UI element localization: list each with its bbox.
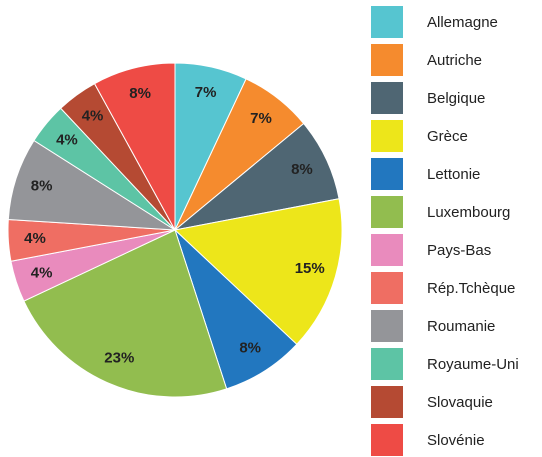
legend-label: Autriche (427, 52, 482, 69)
legend-label: Allemagne (427, 14, 498, 31)
data-label: 23% (104, 350, 134, 367)
legend-label: Lettonie (427, 166, 480, 183)
legend-swatch (371, 6, 403, 38)
data-label: 15% (295, 260, 325, 277)
legend-swatch (371, 348, 403, 380)
legend-label: Slovaquie (427, 394, 493, 411)
legend-label: Luxembourg (427, 204, 510, 221)
legend-swatch (371, 44, 403, 76)
legend-label: Royaume-Uni (427, 356, 519, 373)
pie-slice (93, 62, 176, 231)
data-label: 4% (31, 264, 53, 281)
legend-swatch (371, 310, 403, 342)
legend-label: Grèce (427, 128, 468, 145)
legend-label: Rép.Tchèque (427, 280, 515, 297)
legend-swatch (371, 120, 403, 152)
data-label: 8% (129, 85, 151, 102)
data-label: 7% (195, 84, 217, 101)
data-label: 4% (82, 107, 104, 124)
legend-swatch (371, 272, 403, 304)
data-label: 4% (56, 132, 78, 149)
pie-slice (23, 229, 228, 398)
legend-swatch (371, 424, 403, 456)
legend-label: Slovénie (427, 432, 485, 449)
legend-swatch (371, 82, 403, 114)
data-label: 7% (250, 110, 272, 127)
data-label: 8% (31, 178, 53, 195)
legend-label: Belgique (427, 90, 485, 107)
legend-label: Roumanie (427, 318, 495, 335)
data-label: 8% (291, 161, 313, 178)
legend-swatch (371, 386, 403, 418)
data-label: 8% (239, 339, 261, 356)
legend-label: Pays-Bas (427, 242, 491, 259)
legend-swatch (371, 234, 403, 266)
legend-swatch (371, 158, 403, 190)
pie-slice (173, 198, 343, 346)
data-label: 4% (24, 230, 46, 247)
legend-swatch (371, 196, 403, 228)
